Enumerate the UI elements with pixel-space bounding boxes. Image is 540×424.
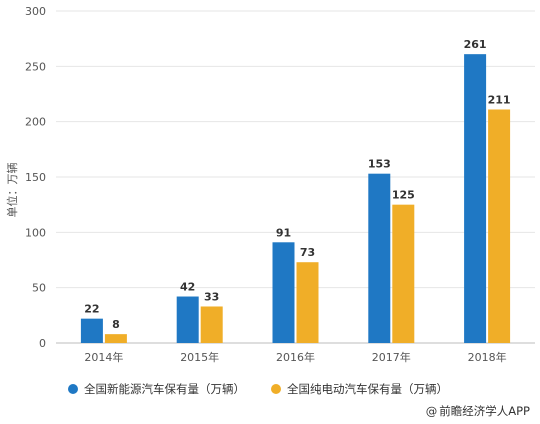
bar-new-energy-1 (176, 296, 199, 343)
legend-item-new-energy: 全国新能源汽车保有量（万辆） (68, 381, 245, 397)
y-tick-label: 200 (25, 116, 46, 129)
data-label: 73 (300, 246, 315, 259)
data-label: 211 (488, 93, 511, 106)
data-label: 22 (84, 303, 99, 316)
y-tick-label: 150 (25, 171, 46, 184)
x-tick-label: 2016年 (276, 350, 315, 364)
bar-pure-electric-3 (392, 204, 415, 343)
x-axis-ticks: 2014年 2015年 2016年 2017年 2018年 (84, 350, 506, 364)
y-tick-label: 100 (25, 226, 46, 239)
bar-pure-electric-2 (296, 262, 319, 343)
bar-pure-electric-1 (200, 306, 223, 343)
bar-new-energy-4 (464, 54, 487, 343)
data-label: 8 (112, 318, 120, 331)
bar-pure-electric-0 (104, 334, 127, 343)
x-tick-label: 2014年 (84, 350, 123, 364)
data-labels: 22 8 42 33 91 73 153 125 261 211 (84, 38, 510, 331)
bar-new-energy-2 (272, 242, 295, 343)
x-tick-label: 2018年 (468, 350, 507, 364)
data-label: 261 (464, 38, 487, 51)
at-icon: @ (425, 404, 438, 418)
source-text: 前瞻经济学人APP (439, 404, 530, 418)
legend-label-pure-electric: 全国纯电动汽车保有量（万辆） (287, 382, 448, 396)
legend-item-pure-electric: 全国纯电动汽车保有量（万辆） (271, 381, 448, 397)
data-label: 33 (204, 290, 219, 303)
y-axis-ticks: 0 50 100 150 200 250 300 (25, 5, 46, 350)
data-label: 42 (180, 281, 195, 294)
legend-label-new-energy: 全国新能源汽车保有量（万辆） (84, 382, 245, 396)
bar-new-energy-3 (368, 173, 391, 343)
bars (80, 54, 511, 343)
x-tick-label: 2015年 (180, 350, 219, 364)
y-axis-title: 单位：万辆 (5, 163, 19, 218)
legend: 全国新能源汽车保有量（万辆） 全国纯电动汽车保有量（万辆） (68, 381, 448, 397)
data-label: 125 (392, 189, 415, 202)
x-tick-label: 2017年 (372, 350, 411, 364)
bar-new-energy-0 (80, 318, 103, 343)
source-credit: @ 前瞻经济学人APP (426, 403, 530, 419)
bar-pure-electric-4 (488, 109, 511, 343)
y-tick-label: 0 (39, 337, 46, 350)
grid-lines (56, 10, 535, 344)
data-label: 91 (276, 226, 291, 239)
y-tick-label: 250 (25, 60, 46, 73)
data-label: 153 (368, 158, 391, 171)
legend-swatch-pure-electric (271, 384, 281, 394)
y-tick-label: 50 (32, 282, 46, 295)
y-tick-label: 300 (25, 5, 46, 18)
legend-swatch-new-energy (68, 384, 78, 394)
